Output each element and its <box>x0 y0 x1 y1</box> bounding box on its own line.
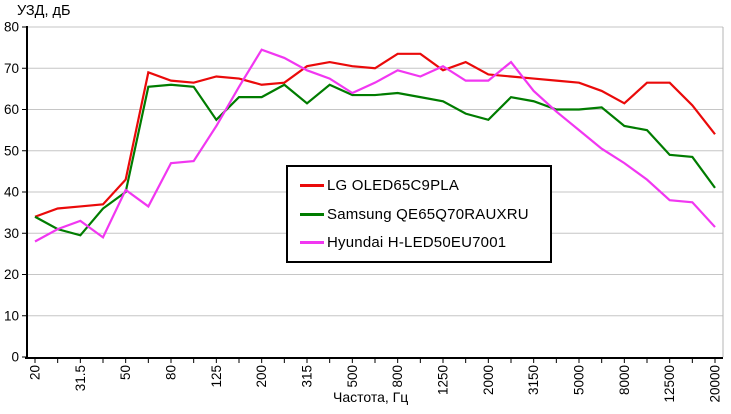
x-tick-label: 3150 <box>526 365 541 395</box>
y-tick-label: 10 <box>4 308 19 323</box>
legend-item-lg: LG OLED65C9PLA <box>288 173 550 199</box>
x-tick-label: 31.5 <box>73 365 88 391</box>
legend-label-hyundai: Hyundai H-LED50EU7001 <box>327 234 507 251</box>
x-tick-label: 12500 <box>662 365 677 403</box>
y-tick-label: 40 <box>4 185 19 200</box>
x-tick-label: 500 <box>345 365 360 388</box>
x-tick-label: 2000 <box>481 365 496 395</box>
y-tick-label: 80 <box>4 20 19 35</box>
x-tick-label: 80 <box>164 365 179 380</box>
legend-swatch-lg <box>300 184 324 187</box>
x-tick-label: 125 <box>209 365 224 388</box>
legend-label-lg: LG OLED65C9PLA <box>327 177 460 194</box>
legend: LG OLED65C9PLA Samsung QE65Q70RAUXRU Hyu… <box>286 165 552 263</box>
x-tick-label: 50 <box>118 365 133 380</box>
x-tick-label: 5000 <box>572 365 587 395</box>
legend-swatch-hyundai <box>300 241 324 244</box>
x-tick-label: 200 <box>254 365 269 388</box>
x-tick-label: 315 <box>300 365 315 388</box>
y-tick-label: 70 <box>4 61 19 76</box>
y-axis-title: УЗД, дБ <box>17 3 71 19</box>
y-tick-label: 50 <box>4 143 19 158</box>
x-tick-label: 20 <box>28 365 43 380</box>
legend-item-samsung: Samsung QE65Q70RAUXRU <box>288 201 550 227</box>
x-tick-label: 800 <box>390 365 405 388</box>
series-line-samsung <box>34 83 716 237</box>
series-line-lg <box>34 52 716 218</box>
y-tick-label: 20 <box>4 267 19 282</box>
legend-swatch-samsung <box>300 212 324 216</box>
series-line-hyundai <box>34 48 716 243</box>
legend-label-samsung: Samsung QE65Q70RAUXRU <box>327 205 529 223</box>
x-tick-label: 1250 <box>436 365 451 395</box>
y-tick-label: 60 <box>4 102 19 117</box>
x-tick-label: 20000 <box>708 365 723 403</box>
x-tick-label: 8000 <box>617 365 632 395</box>
x-axis-title: Частота, Гц <box>333 389 409 405</box>
legend-item-hyundai: Hyundai H-LED50EU7001 <box>288 230 550 256</box>
y-tick-label: 0 <box>11 350 19 365</box>
y-tick-label: 30 <box>4 226 19 241</box>
